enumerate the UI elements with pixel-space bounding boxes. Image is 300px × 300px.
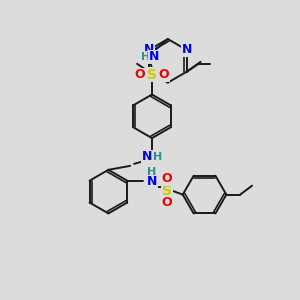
Text: N: N (142, 150, 152, 164)
Text: N: N (149, 50, 159, 63)
Text: H: H (141, 52, 151, 62)
Text: O: O (162, 172, 172, 185)
Text: N: N (182, 44, 192, 56)
Text: O: O (135, 68, 146, 81)
Text: O: O (162, 196, 172, 209)
Text: S: S (162, 184, 172, 198)
Text: O: O (162, 172, 172, 185)
Text: O: O (159, 68, 169, 81)
Text: S: S (147, 68, 157, 82)
Text: S: S (147, 68, 157, 82)
Text: N: N (144, 44, 154, 56)
Text: H: H (153, 152, 163, 162)
Text: N: N (144, 44, 154, 56)
Text: O: O (159, 68, 169, 81)
Text: O: O (135, 68, 146, 81)
Text: N: N (147, 175, 157, 188)
Text: N: N (142, 150, 152, 164)
Text: H: H (147, 167, 157, 177)
Text: H: H (147, 167, 157, 177)
Text: N: N (149, 50, 159, 63)
Text: N: N (147, 175, 157, 188)
Text: O: O (162, 196, 172, 209)
Text: N: N (182, 44, 192, 56)
Text: S: S (162, 184, 172, 198)
Text: H: H (153, 152, 163, 162)
Text: H: H (141, 52, 151, 62)
